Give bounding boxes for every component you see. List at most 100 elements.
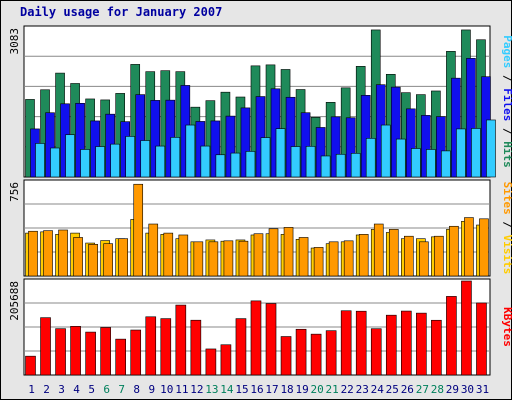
bar-kbytes-day-8: [130, 329, 142, 376]
bar-files-day-28: [436, 116, 446, 178]
bar-kbytes-day-28: [431, 319, 442, 376]
bar-files-day-26: [406, 108, 416, 178]
bar-kbytes-day-25: [385, 314, 397, 376]
bar-kbytes-day-3: [55, 328, 66, 376]
day-label-26: 26: [401, 383, 414, 396]
bar-sites-day-3: [58, 229, 68, 277]
bar-sites-day-26: [404, 235, 414, 277]
bar-pages-day-28: [441, 150, 451, 178]
bar-sites-day-5: [88, 243, 98, 277]
bar-pages-day-7: [125, 136, 135, 178]
bar-pages-day-31: [486, 119, 496, 178]
day-label-5: 5: [88, 383, 95, 396]
bar-sites-day-10: [163, 232, 174, 277]
legend-entry: /: [501, 215, 512, 235]
bar-kbytes-day-17: [265, 303, 277, 376]
bar-sites-day-9: [148, 223, 159, 277]
bar-files-day-21: [330, 116, 341, 178]
legend-entry: Pages: [501, 35, 512, 68]
bar-files-day-20: [315, 127, 326, 178]
bar-sites-day-22: [343, 240, 354, 277]
legend-entry: /: [501, 68, 512, 88]
bar-pages-day-4: [80, 149, 90, 178]
bar-pages-day-10: [170, 137, 181, 178]
bar-pages-day-11: [185, 124, 196, 178]
bar-files-day-16: [255, 96, 266, 178]
y-axis-max-label: 756: [8, 182, 21, 202]
bar-sites-day-12: [193, 241, 204, 277]
bar-kbytes-day-12: [190, 319, 202, 376]
day-label-11: 11: [175, 383, 188, 396]
bar-pages-day-19: [305, 146, 316, 178]
bar-sites-day-23: [358, 234, 369, 277]
bar-files-day-2: [45, 112, 55, 178]
panel-hits-files-pages: 3083 Pages / Files / Hits: [8, 25, 512, 178]
bar-files-day-4: [75, 102, 85, 178]
bar-sites-day-13: [208, 241, 219, 277]
bar-kbytes-day-1: [25, 355, 36, 376]
bar-files-day-8: [135, 94, 146, 178]
bar-kbytes-day-5: [85, 331, 96, 376]
bar-pages-day-14: [230, 152, 241, 178]
day-label-2: 2: [43, 383, 50, 396]
day-label-9: 9: [148, 383, 155, 396]
legend-visits-sites: Sites / Visits: [501, 182, 512, 275]
bar-sites-day-20: [313, 247, 324, 277]
bar-sites-day-28: [434, 235, 444, 277]
bar-kbytes-day-6: [100, 327, 111, 376]
bar-kbytes-day-16: [250, 300, 262, 376]
day-label-17: 17: [265, 383, 278, 396]
bar-sites-day-17: [268, 228, 279, 277]
bar-kbytes-day-23: [355, 310, 367, 376]
panel-visits-sites: 756 Sites / Visits: [8, 179, 512, 277]
bar-files-day-25: [390, 86, 401, 178]
bar-pages-day-30: [471, 128, 481, 178]
bar-files-day-14: [225, 115, 236, 178]
bar-kbytes-day-31: [476, 302, 487, 376]
day-label-23: 23: [356, 383, 369, 396]
legend-entry: KBytes: [501, 307, 512, 347]
bar-pages-day-18: [290, 146, 301, 178]
bar-pages-day-24: [380, 124, 391, 178]
day-label-7: 7: [118, 383, 125, 396]
bar-kbytes-day-14: [220, 344, 232, 376]
bar-sites-day-19: [298, 237, 309, 277]
day-label-29: 29: [446, 383, 459, 396]
day-label-31: 31: [476, 383, 489, 396]
bar-kbytes-day-20: [310, 333, 322, 376]
bar-files-day-13: [210, 120, 221, 178]
bar-sites-day-29: [449, 225, 459, 277]
legend-entry: Files: [501, 88, 512, 121]
bar-pages-day-1: [35, 143, 45, 178]
day-label-1: 1: [28, 383, 35, 396]
bar-sites-day-27: [419, 241, 429, 277]
day-label-13: 13: [205, 383, 218, 396]
day-label-21: 21: [326, 383, 339, 396]
bar-kbytes-day-18: [280, 336, 292, 376]
legend-entry: Sites: [501, 182, 512, 215]
legend-kbytes: KBytes: [501, 307, 512, 347]
bar-files-day-29: [451, 77, 461, 178]
bar-pages-day-20: [320, 155, 331, 178]
bar-files-day-27: [421, 115, 431, 178]
bar-sites-day-7: [118, 238, 128, 277]
bar-pages-day-29: [456, 128, 466, 178]
day-label-18: 18: [280, 383, 293, 396]
bar-pages-day-5: [95, 146, 105, 178]
legend-hits-files-pages: Pages / Files / Hits: [501, 35, 512, 168]
bar-pages-day-26: [411, 148, 421, 178]
bar-kbytes-day-27: [416, 312, 427, 376]
panel-kbytes: 205688 KBytes: [8, 278, 512, 376]
day-label-15: 15: [235, 383, 248, 396]
bar-pages-day-2: [50, 147, 60, 178]
bar-pages-day-13: [215, 154, 226, 178]
bar-sites-day-25: [388, 229, 399, 277]
bar-pages-day-27: [426, 149, 436, 178]
bar-files-day-19: [300, 112, 311, 178]
bar-sites-day-8: [133, 183, 144, 277]
bar-kbytes-day-22: [340, 310, 352, 376]
day-label-14: 14: [220, 383, 234, 396]
bar-pages-day-23: [365, 138, 376, 178]
bar-kbytes-day-30: [461, 280, 472, 376]
